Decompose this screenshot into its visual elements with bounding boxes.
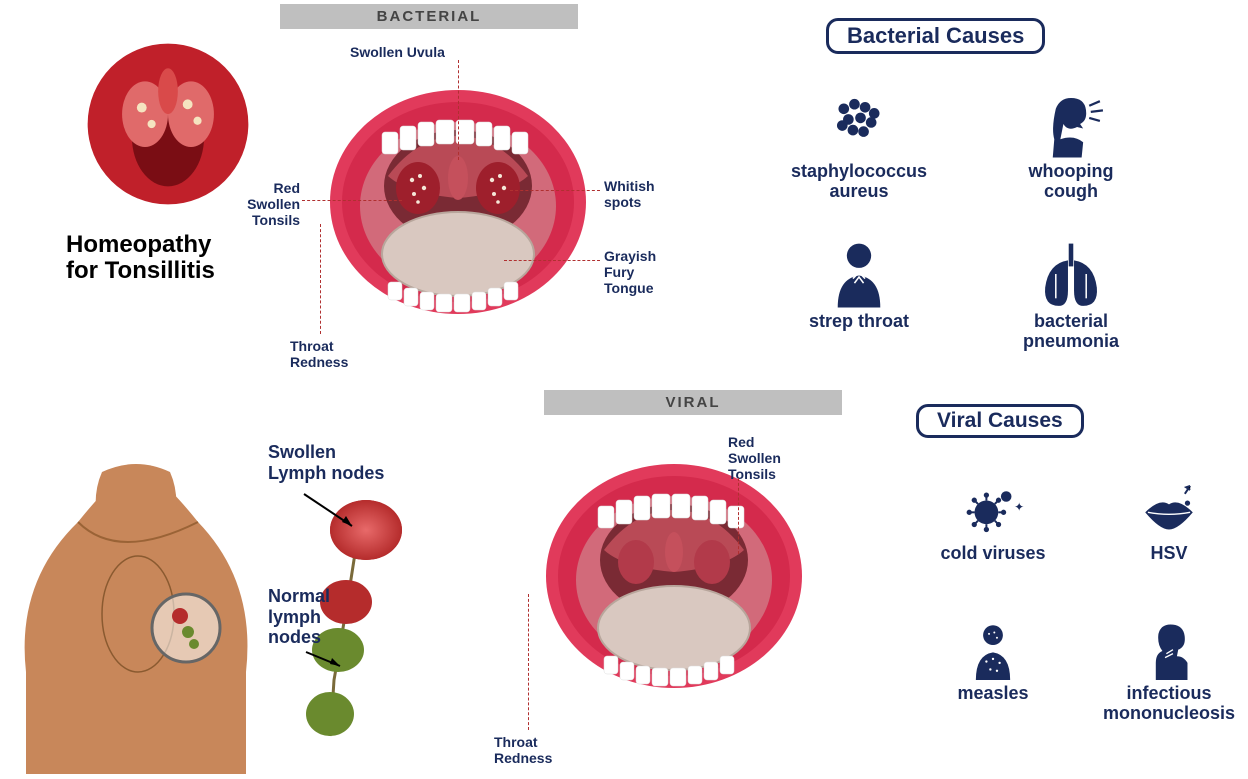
cause-label-staphylococcus: staphylococcus aureus bbox=[768, 162, 950, 202]
label-normal-lymph: Normal lymph nodes bbox=[268, 586, 330, 648]
leader-whitish bbox=[510, 190, 600, 191]
person-throat-icon bbox=[768, 236, 950, 312]
lungs-icon bbox=[980, 236, 1162, 312]
cause-pneumonia: bacterial pneumonia bbox=[980, 236, 1162, 352]
cause-label-pneumonia: bacterial pneumonia bbox=[980, 312, 1162, 352]
cause-measles: measles bbox=[920, 618, 1066, 704]
cause-hsv: HSV bbox=[1096, 478, 1242, 564]
label-red-tonsils-b: Red Swollen Tonsils bbox=[234, 180, 300, 228]
cause-label-whooping: whooping cough bbox=[980, 162, 1162, 202]
cause-strep: strep throat bbox=[768, 236, 950, 332]
leader-throat-v bbox=[528, 594, 529, 730]
neck-diagram bbox=[8, 462, 256, 774]
label-whitish-spots: Whitish spots bbox=[604, 178, 655, 210]
cause-cold: ✦ cold viruses bbox=[920, 478, 1066, 564]
leader-red-tonsils-v bbox=[738, 478, 739, 554]
leader-uvula bbox=[458, 60, 459, 160]
svg-text:✦: ✦ bbox=[1014, 500, 1024, 514]
lips-virus-icon bbox=[1096, 478, 1242, 544]
bacterial-header-bar: BACTERIAL bbox=[280, 4, 578, 29]
cause-label-cold: cold viruses bbox=[920, 544, 1066, 564]
cough-icon bbox=[980, 86, 1162, 162]
label-throat-redness-b: Throat Redness bbox=[290, 338, 348, 370]
leader-grayish bbox=[504, 260, 600, 261]
cause-label-strep: strep throat bbox=[768, 312, 950, 332]
label-swollen-lymph: Swollen Lymph nodes bbox=[268, 442, 384, 483]
cause-staphylococcus: staphylococcus aureus bbox=[768, 86, 950, 202]
cause-label-measles: measles bbox=[920, 684, 1066, 704]
viral-causes-heading: Viral Causes bbox=[916, 404, 1084, 438]
viral-mouth-diagram bbox=[544, 450, 804, 702]
cluster-icon bbox=[768, 86, 950, 162]
arrow-swollen bbox=[300, 490, 360, 537]
bacterial-causes-heading: Bacterial Causes bbox=[826, 18, 1045, 54]
page-title: Homeopathy for Tonsillitis bbox=[66, 232, 215, 285]
head-throat-icon bbox=[1096, 618, 1242, 684]
arrow-normal bbox=[302, 648, 346, 677]
cause-mono: infectious mononucleosis bbox=[1096, 618, 1242, 724]
throat-photo bbox=[86, 42, 250, 206]
cause-label-hsv: HSV bbox=[1096, 544, 1242, 564]
cause-whooping: whooping cough bbox=[980, 86, 1162, 202]
person-spots-icon bbox=[920, 618, 1066, 684]
label-grayish-tongue: Grayish Fury Tongue bbox=[604, 248, 656, 296]
label-swollen-uvula: Swollen Uvula bbox=[350, 44, 445, 60]
leader-throat-b bbox=[320, 224, 321, 334]
virus-icon: ✦ bbox=[920, 478, 1066, 544]
leader-red-tonsils-b bbox=[302, 200, 402, 201]
cause-label-mono: infectious mononucleosis bbox=[1096, 684, 1242, 724]
label-throat-redness-v: Throat Redness bbox=[494, 734, 552, 766]
label-red-tonsils-v: Red Swollen Tonsils bbox=[728, 434, 781, 482]
viral-header-bar: VIRAL bbox=[544, 390, 842, 415]
